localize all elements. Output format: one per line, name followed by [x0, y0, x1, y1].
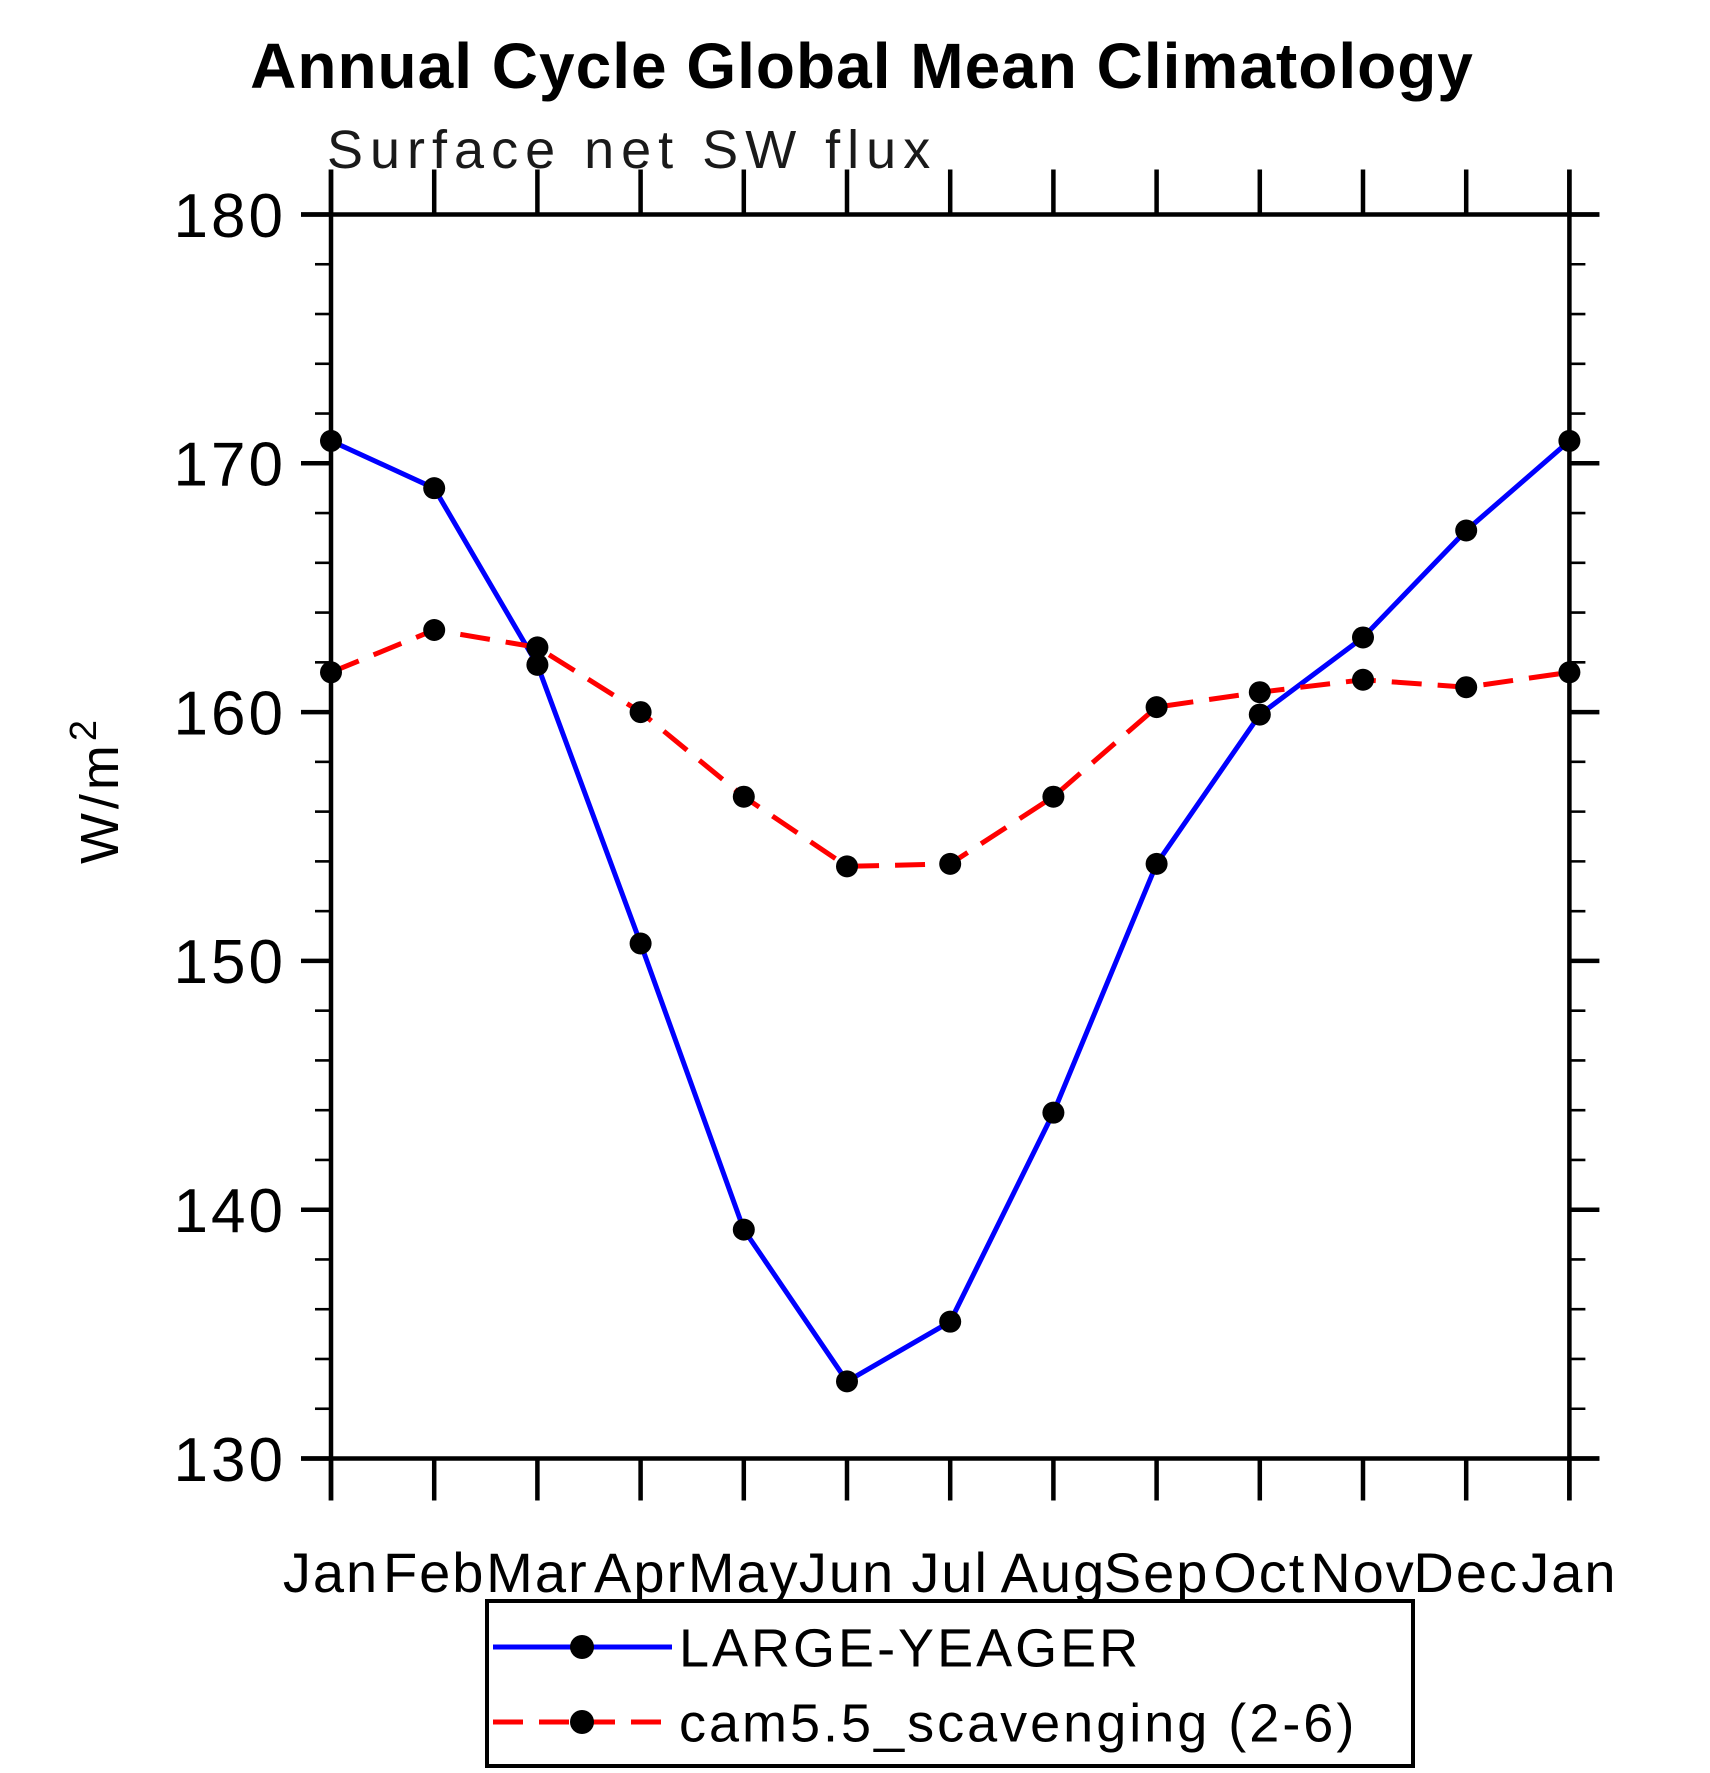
x-tick-label-7: Aug: [1001, 1541, 1107, 1604]
series-markers-1: [320, 618, 1581, 878]
data-point: [1145, 696, 1168, 719]
x-tick-label-0: Jan: [283, 1541, 379, 1604]
legend-marker-1: [570, 1710, 594, 1734]
chart-title: Annual Cycle Global Mean Climatology: [250, 30, 1474, 102]
y-axis-ticks: [301, 212, 1600, 1461]
data-point: [423, 477, 446, 500]
data-point: [1042, 785, 1065, 808]
y-tick-label-160: 160: [174, 679, 286, 748]
series-line-1: [330, 627, 1570, 869]
x-tick-label-12: Jan: [1521, 1541, 1617, 1604]
data-point: [1558, 429, 1581, 452]
data-point: [836, 1370, 858, 1393]
data-point: [526, 636, 549, 659]
data-point: [1145, 852, 1168, 875]
data-point: [732, 1218, 755, 1241]
data-point: [320, 661, 342, 684]
y-tick-label-140: 140: [174, 1177, 286, 1246]
data-point: [629, 701, 652, 724]
legend-label-1: cam5.5_scavenging (2-6): [679, 1693, 1357, 1753]
x-tick-label-8: Sep: [1104, 1541, 1210, 1604]
data-point: [629, 932, 652, 955]
x-tick-label-1: Feb: [383, 1541, 486, 1604]
data-point: [1352, 668, 1374, 691]
data-point: [1042, 1101, 1065, 1124]
data-point: [1455, 519, 1478, 542]
data-point: [1248, 703, 1271, 726]
y-tick-label-150: 150: [174, 928, 286, 997]
chart-subtitle: Surface net SW flux: [327, 120, 937, 180]
x-axis-ticks: [328, 169, 1572, 1501]
x-tick-label-4: May: [688, 1541, 800, 1604]
x-tick-label-3: Apr: [594, 1541, 687, 1604]
data-point: [320, 429, 342, 452]
legend-marker-0: [570, 1635, 594, 1659]
y-tick-label-180: 180: [174, 182, 286, 251]
data-point: [836, 855, 858, 878]
legend-box: [485, 1599, 1415, 1768]
x-tick-label-9: Oct: [1213, 1541, 1306, 1604]
x-tick-label-5: Jun: [799, 1541, 895, 1604]
data-point: [1352, 626, 1374, 649]
data-point: [423, 618, 446, 641]
data-point: [1558, 661, 1581, 684]
x-tick-label-6: Jul: [911, 1541, 989, 1604]
y-tick-label-170: 170: [174, 431, 286, 500]
series-markers-0: [320, 429, 1581, 1393]
data-point: [732, 785, 755, 808]
x-tick-label-11: Dec: [1413, 1541, 1519, 1604]
data-point: [939, 852, 962, 875]
y-tick-label-130: 130: [174, 1426, 286, 1495]
series-line-0: [329, 438, 1572, 1385]
y-axis-tick-labels: 130 140 150 160 170 180: [174, 182, 286, 1495]
plot-frame: [301, 169, 1600, 1501]
x-tick-label-2: Mar: [486, 1541, 588, 1604]
x-tick-label-10: Nov: [1310, 1541, 1416, 1604]
legend: LARGE-YEAGER cam5.5_scavenging (2-6): [485, 1599, 1415, 1768]
y-axis-label: W/m2: [63, 716, 130, 864]
data-point: [1455, 676, 1478, 699]
data-point: [1248, 681, 1271, 704]
data-point: [526, 653, 549, 676]
legend-label-0: LARGE-YEAGER: [679, 1618, 1141, 1678]
data-point: [939, 1310, 962, 1333]
